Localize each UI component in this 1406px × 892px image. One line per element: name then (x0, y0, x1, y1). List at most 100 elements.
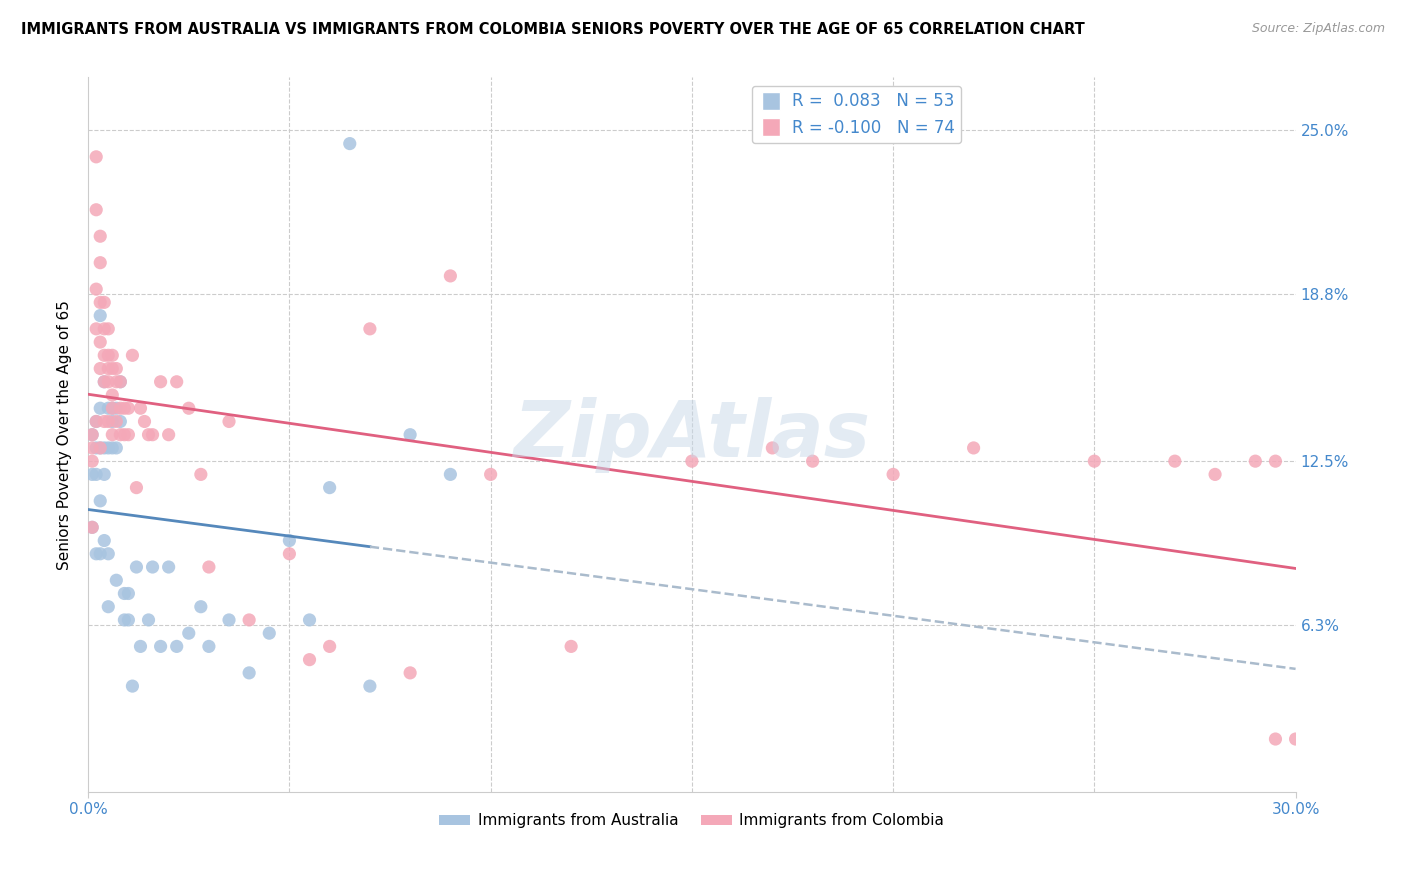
Point (157, 560, 180, 574)
Point (84, 441, 107, 455)
Point (89, 229, 111, 244)
Point (399, 427, 422, 442)
Point (89, 494, 111, 508)
Point (198, 560, 221, 574)
Point (259, 626, 281, 640)
Point (1264, 732, 1286, 747)
Point (112, 613, 135, 627)
Point (177, 401, 200, 416)
Point (97, 547, 120, 561)
Point (97, 348, 120, 362)
Point (117, 613, 139, 627)
Point (101, 427, 124, 442)
Point (110, 427, 132, 442)
Legend: Immigrants from Australia, Immigrants from Colombia: Immigrants from Australia, Immigrants fr… (433, 807, 950, 834)
Y-axis label: Seniors Poverty Over the Age of 65: Seniors Poverty Over the Age of 65 (58, 300, 72, 570)
Point (101, 441, 124, 455)
Point (238, 613, 260, 627)
Point (105, 375, 128, 389)
Point (82, 520, 104, 534)
Point (218, 414, 240, 428)
Point (97, 322, 120, 336)
Point (97, 414, 120, 428)
Point (117, 401, 139, 416)
Point (298, 653, 321, 667)
Point (278, 547, 301, 561)
Point (82, 427, 104, 442)
Point (84, 202, 107, 217)
Point (1083, 454, 1105, 468)
Point (105, 414, 128, 428)
Point (89, 334, 111, 349)
Point (190, 599, 212, 614)
Point (89, 255, 111, 269)
Point (89, 441, 111, 455)
Point (84, 150, 107, 164)
Point (681, 454, 703, 468)
Point (141, 427, 163, 442)
Point (318, 640, 340, 654)
Point (105, 401, 128, 416)
Point (1204, 467, 1226, 482)
Point (110, 375, 132, 389)
Point (101, 388, 124, 402)
Point (149, 640, 172, 654)
Point (761, 441, 783, 455)
Point (125, 481, 148, 495)
Point (93, 348, 115, 362)
Point (141, 560, 163, 574)
Point (439, 268, 461, 283)
Point (110, 401, 132, 416)
Point (359, 679, 381, 693)
Point (125, 560, 148, 574)
Point (101, 361, 124, 376)
Point (962, 441, 984, 455)
Point (298, 613, 321, 627)
Point (89, 547, 111, 561)
Text: Source: ZipAtlas.com: Source: ZipAtlas.com (1251, 22, 1385, 36)
Point (93, 375, 115, 389)
Point (117, 427, 139, 442)
Point (105, 361, 128, 376)
Point (89, 401, 111, 416)
Point (121, 679, 143, 693)
Point (112, 586, 135, 600)
Point (129, 401, 152, 416)
Point (177, 626, 200, 640)
Point (82, 520, 104, 534)
Point (318, 481, 340, 495)
Point (138, 613, 160, 627)
Point (117, 586, 139, 600)
Point (138, 427, 160, 442)
Point (101, 401, 124, 416)
Point (479, 467, 502, 482)
Point (339, 136, 361, 151)
Point (112, 401, 135, 416)
Point (97, 361, 120, 376)
Point (84, 414, 107, 428)
Point (190, 467, 212, 482)
Point (93, 295, 115, 310)
Point (93, 322, 115, 336)
Point (89, 441, 111, 455)
Point (84, 547, 107, 561)
Point (112, 427, 135, 442)
Point (1264, 454, 1286, 468)
Point (157, 427, 180, 442)
Point (801, 454, 824, 468)
Point (82, 467, 104, 482)
Point (129, 640, 152, 654)
Point (97, 375, 120, 389)
Point (134, 414, 156, 428)
Text: IMMIGRANTS FROM AUSTRALIA VS IMMIGRANTS FROM COLOMBIA SENIORS POVERTY OVER THE A: IMMIGRANTS FROM AUSTRALIA VS IMMIGRANTS … (21, 22, 1085, 37)
Point (89, 295, 111, 310)
Point (110, 414, 132, 428)
Point (97, 441, 120, 455)
Point (97, 599, 120, 614)
Point (149, 375, 172, 389)
Point (93, 414, 115, 428)
Text: ZipAtlas: ZipAtlas (513, 397, 870, 473)
Point (93, 441, 115, 455)
Point (121, 348, 143, 362)
Point (1284, 732, 1306, 747)
